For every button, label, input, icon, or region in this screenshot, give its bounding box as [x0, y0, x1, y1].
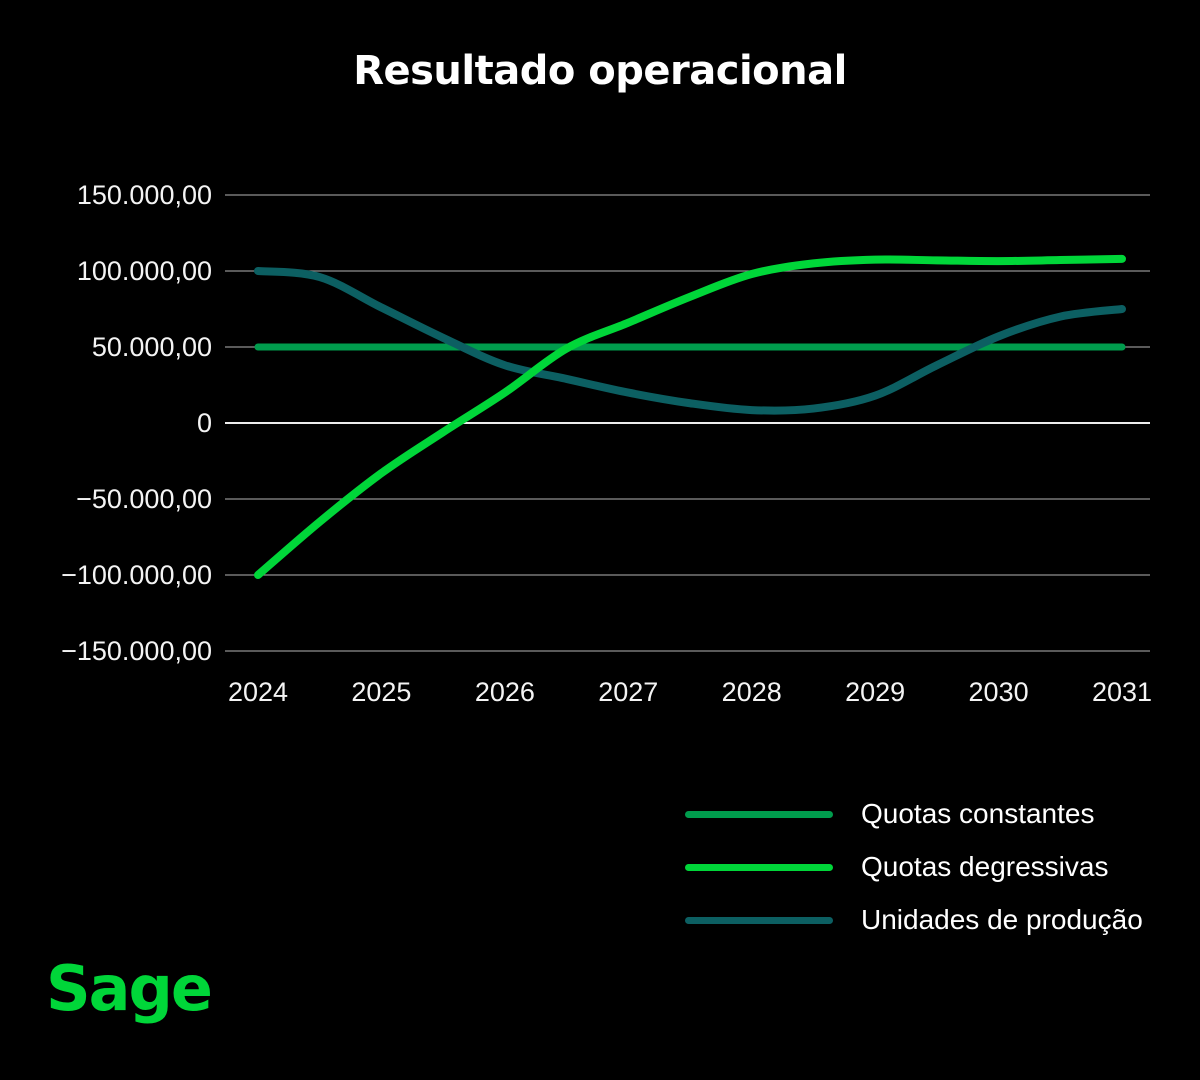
- legend-label: Quotas constantes: [861, 798, 1095, 829]
- x-axis-label: 2031: [1092, 677, 1152, 707]
- x-axis-label: 2027: [598, 677, 658, 707]
- chart-title: Resultado operacional: [353, 48, 847, 94]
- legend-swatch-unidades-de-producao-icon: [685, 916, 833, 924]
- series-line-unidades-de-produ-o: [254, 267, 1126, 415]
- chart-legend: Quotas constantes Quotas degressivas Uni…: [685, 797, 1143, 937]
- legend-item-unidades-de-producao: Unidades de produção: [685, 903, 1143, 937]
- x-axis-label: 2028: [722, 677, 782, 707]
- y-axis-label: −50.000,00: [76, 484, 212, 514]
- sage-logo: Sage: [46, 952, 213, 1025]
- legend-label: Quotas degressivas: [861, 851, 1109, 882]
- legend-swatch-quotas-degressivas-icon: [685, 863, 833, 871]
- legend-item-quotas-constantes: Quotas constantes: [685, 797, 1143, 831]
- y-axis-label: 150.000,00: [77, 180, 212, 210]
- legend-label: Unidades de produção: [861, 904, 1143, 935]
- x-axis-label: 2029: [845, 677, 905, 707]
- series-line-quotas-degressivas: [254, 254, 1126, 579]
- y-axis-label: 50.000,00: [92, 332, 212, 362]
- x-axis-label: 2024: [228, 677, 288, 707]
- legend-swatch-quotas-constantes-icon: [685, 810, 833, 818]
- y-axis-label: −150.000,00: [61, 636, 212, 666]
- y-axis-label: 100.000,00: [77, 256, 212, 286]
- legend-item-quotas-degressivas: Quotas degressivas: [685, 850, 1143, 884]
- x-axis-label: 2026: [475, 677, 535, 707]
- y-axis-label: −100.000,00: [61, 560, 212, 590]
- x-axis-label: 2030: [969, 677, 1029, 707]
- y-axis-label: 0: [197, 408, 212, 438]
- x-axis-label: 2025: [351, 677, 411, 707]
